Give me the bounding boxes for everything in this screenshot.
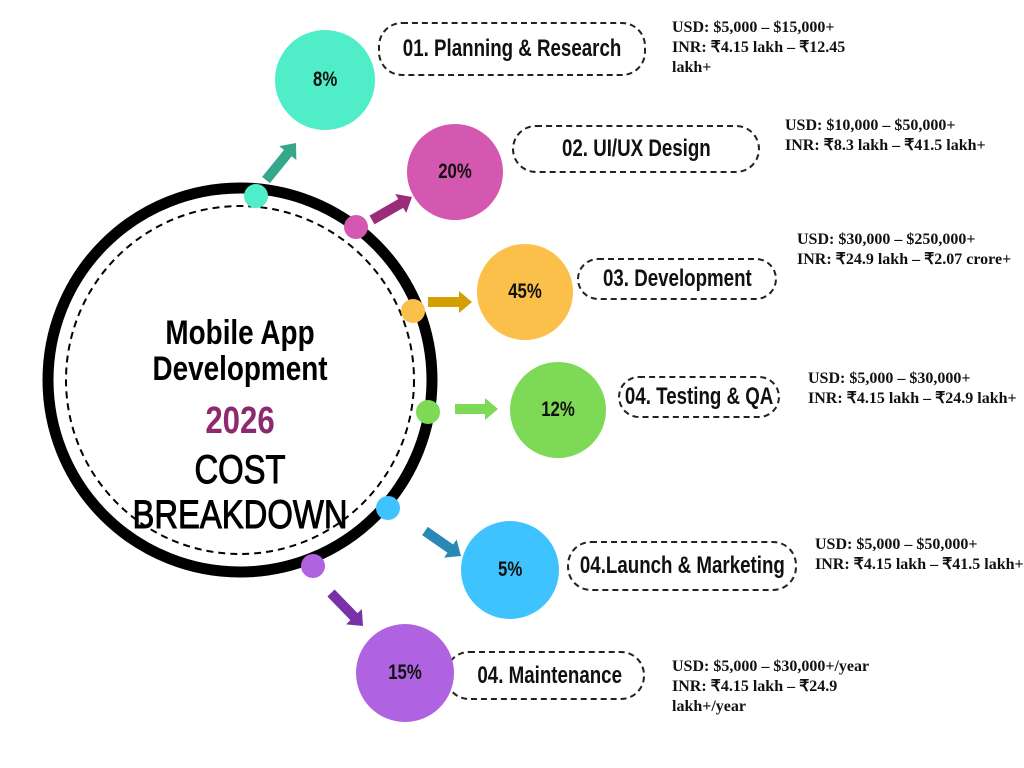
phase-label-text: 03. Development	[602, 265, 752, 292]
ring-marker-dot	[401, 299, 425, 323]
title-line-2: Development	[152, 350, 328, 388]
usd-range: USD: $10,000 – $50,000+	[785, 117, 956, 134]
usd-range: USD: $5,000 – $15,000+	[672, 19, 835, 36]
title-line-1: Mobile App	[165, 314, 315, 352]
usd-range: USD: $5,000 – $50,000+	[815, 536, 978, 553]
phase-label-text: 04.Launch & Marketing	[579, 552, 785, 579]
cost-range: USD: $30,000 – $250,000+ INR: ₹24.9 lakh …	[797, 230, 1012, 270]
inr-range: INR: ₹4.15 lakh – ₹24.9 lakh+/year	[672, 678, 838, 715]
inner-dashed-ring	[65, 205, 415, 555]
inr-range: INR: ₹4.15 lakh – ₹12.45 lakh+	[672, 39, 846, 76]
percent-value: 15%	[388, 661, 422, 684]
phase-label-text: 02. UI/UX Design	[561, 135, 711, 162]
percent-circle: 45%	[477, 244, 573, 340]
title-subtitle: COST BREAKDOWN	[132, 448, 348, 538]
title-year: 2026	[205, 400, 275, 442]
inr-range: INR: ₹24.9 lakh – ₹2.07 crore+	[797, 251, 1012, 268]
cost-range: USD: $5,000 – $50,000+ INR: ₹4.15 lakh – …	[815, 535, 1024, 575]
usd-range: USD: $5,000 – $30,000+	[808, 370, 971, 387]
phase-label: 04. Testing & QA	[618, 376, 780, 418]
cost-range: USD: $10,000 – $50,000+ INR: ₹8.3 lakh – …	[785, 116, 1000, 156]
percent-circle: 12%	[510, 362, 606, 458]
phase-label-text: 04. Testing & QA	[624, 383, 774, 410]
cost-range: USD: $5,000 – $30,000+/year INR: ₹4.15 la…	[672, 657, 887, 717]
ring-marker-dot	[244, 184, 268, 208]
percent-circle: 8%	[275, 30, 375, 130]
cost-range: USD: $5,000 – $15,000+ INR: ₹4.15 lakh – …	[672, 18, 887, 78]
phase-label-text: 04. Maintenance	[477, 661, 623, 689]
outer-ring	[42, 182, 438, 578]
arrow-icon	[455, 398, 498, 420]
arrow-icon	[327, 589, 364, 627]
inr-range: INR: ₹4.15 lakh – ₹41.5 lakh+	[815, 556, 1024, 573]
percent-value: 45%	[508, 280, 542, 303]
usd-range: USD: $5,000 – $30,000+/year	[672, 658, 870, 675]
arrow-icon	[422, 526, 461, 558]
ring-marker-dot	[344, 215, 368, 239]
arrow-icon	[369, 193, 412, 225]
phase-label-text: 01. Planning & Research	[402, 35, 622, 62]
phase-label: 04. Maintenance	[445, 651, 645, 700]
phase-label: 01. Planning & Research	[378, 22, 646, 76]
percent-value: 12%	[541, 398, 575, 421]
arrow-icon	[262, 142, 297, 184]
percent-value: 20%	[438, 160, 472, 183]
ring-marker-dot	[376, 496, 400, 520]
phase-label: 03. Development	[577, 258, 777, 300]
usd-range: USD: $30,000 – $250,000+	[797, 231, 976, 248]
percent-circle: 15%	[356, 624, 454, 722]
phase-label: 04.Launch & Marketing	[567, 541, 797, 591]
inr-range: INR: ₹8.3 lakh – ₹41.5 lakh+	[785, 137, 986, 154]
phase-label: 02. UI/UX Design	[512, 125, 760, 173]
percent-circle: 5%	[461, 521, 559, 619]
percent-circle: 20%	[407, 124, 503, 220]
ring-marker-dot	[416, 400, 440, 424]
inr-range: INR: ₹4.15 lakh – ₹24.9 lakh+	[808, 390, 1017, 407]
ring-marker-dot	[301, 554, 325, 578]
percent-value: 8%	[312, 68, 338, 91]
percent-value: 5%	[497, 558, 523, 581]
arrow-icon	[428, 291, 472, 313]
cost-range: USD: $5,000 – $30,000+ INR: ₹4.15 lakh – …	[808, 369, 1023, 409]
